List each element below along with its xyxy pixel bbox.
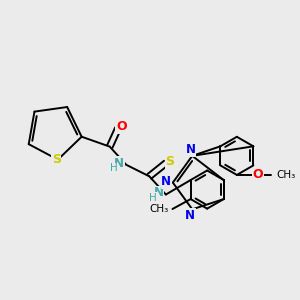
Text: N: N <box>185 209 195 222</box>
Text: N: N <box>161 176 171 188</box>
Text: H: H <box>149 193 157 203</box>
Text: N: N <box>114 157 124 169</box>
Text: O: O <box>252 168 263 182</box>
Text: N: N <box>154 186 164 200</box>
Text: S: S <box>165 155 174 168</box>
Text: S: S <box>52 153 61 166</box>
Text: CH₃: CH₃ <box>149 204 169 214</box>
Text: N: N <box>185 143 195 156</box>
Text: O: O <box>116 120 127 133</box>
Text: CH₃: CH₃ <box>277 170 296 180</box>
Text: H: H <box>110 163 118 173</box>
